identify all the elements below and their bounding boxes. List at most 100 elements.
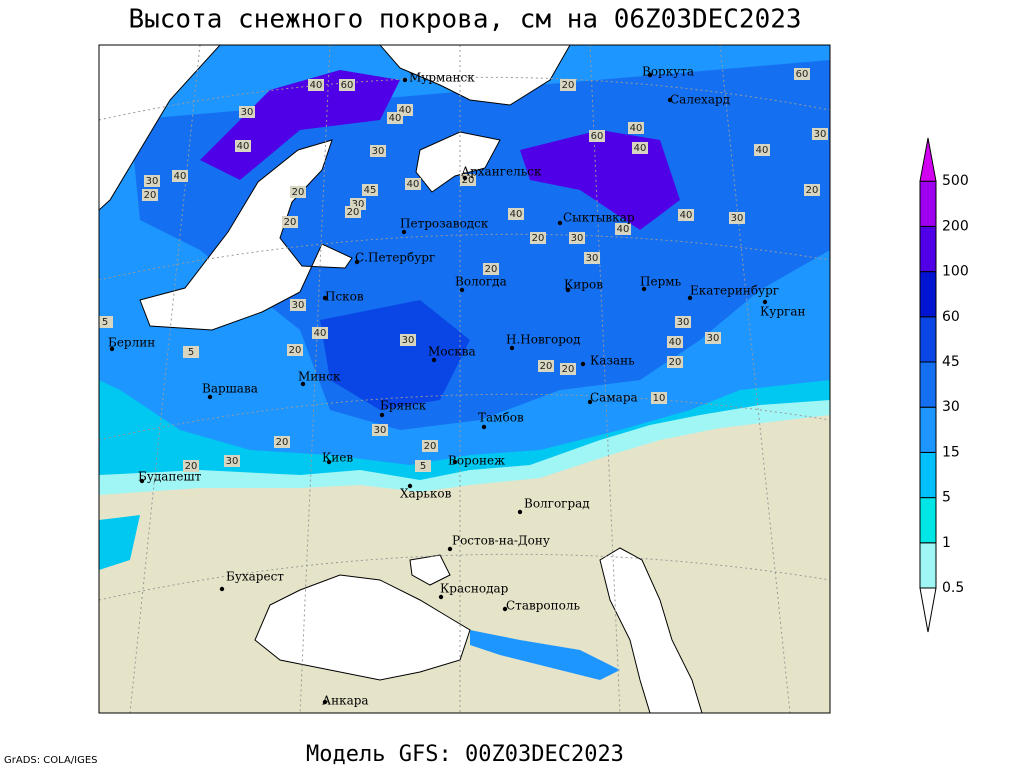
legend-swatch xyxy=(919,542,937,589)
contour-label-box xyxy=(530,232,546,244)
contour-label-box xyxy=(804,184,820,196)
contour-label-box xyxy=(508,208,524,220)
contour-label-box xyxy=(172,170,188,182)
contour-label-box xyxy=(667,336,683,348)
contour-label: 30 xyxy=(374,425,387,436)
contour-label-box xyxy=(339,79,355,91)
contour-label-box xyxy=(290,299,306,311)
snow-very-deep xyxy=(200,70,400,180)
contour-label-box xyxy=(483,263,499,275)
legend-label: 5 xyxy=(942,490,951,506)
contour-label-box xyxy=(274,436,290,448)
contour-label: 40 xyxy=(407,179,420,190)
sea xyxy=(99,45,221,211)
city-dot xyxy=(354,259,360,265)
legend-swatch xyxy=(919,451,937,499)
contour-label-box xyxy=(560,363,576,375)
contour-label-box xyxy=(308,79,324,91)
contour-label: 20 xyxy=(424,441,437,452)
contour-label-box xyxy=(312,327,328,339)
contour-label: 5 xyxy=(102,317,108,328)
city-label: Курган xyxy=(760,305,805,319)
contour-label-box xyxy=(370,145,386,157)
city-label: Н.Новгород xyxy=(506,333,581,347)
contour-label-box xyxy=(372,424,388,436)
contour-label: 20 xyxy=(185,461,198,472)
contour-label-box xyxy=(415,460,431,472)
city-label: Псков xyxy=(325,290,364,304)
contour-label-box xyxy=(678,209,694,221)
contour-label-box xyxy=(615,223,631,235)
contour-label: 40 xyxy=(680,210,693,221)
city-label: Варшава xyxy=(202,382,258,396)
snow-very-deep xyxy=(520,130,680,230)
city-dot xyxy=(462,175,468,181)
contour-label: 20 xyxy=(144,190,157,201)
contour-label: 20 xyxy=(806,185,819,196)
city-label: Самара xyxy=(590,391,638,405)
contour-label-box xyxy=(144,175,160,187)
contour-label: 40 xyxy=(510,209,523,220)
city-dot xyxy=(687,295,693,301)
contour-label-box xyxy=(651,392,667,404)
city-label: Ставрополь xyxy=(506,599,580,613)
contour-label-box xyxy=(729,212,745,224)
city-label: Москва xyxy=(428,345,476,359)
map-frame xyxy=(98,44,831,714)
contour-label: 30 xyxy=(352,199,365,210)
contour-label: 30 xyxy=(292,300,305,311)
city-label: Екатеринбург xyxy=(690,284,779,298)
contour-label: 5 xyxy=(420,461,426,472)
sea xyxy=(599,547,703,713)
contour-label-box xyxy=(584,252,600,264)
contour-label: 60 xyxy=(591,131,604,142)
contour-label: 40 xyxy=(630,123,643,134)
legend-swatch xyxy=(919,497,937,544)
city-dot xyxy=(481,424,487,430)
legend-label: 15 xyxy=(942,444,960,460)
contour-label-box xyxy=(99,316,113,328)
city-dot xyxy=(587,399,593,405)
contour-label: 30 xyxy=(241,107,254,118)
contour-label-box xyxy=(183,460,199,472)
city-label: Воронеж xyxy=(448,454,505,468)
contour-label: 20 xyxy=(562,364,575,375)
city-label: Вологда xyxy=(455,275,507,289)
city-label: Волгоград xyxy=(524,497,590,511)
contour-label-box xyxy=(812,128,828,140)
map-title: Высота снежного покрова, см на 06Z03DEC2… xyxy=(128,5,801,35)
city-label: Сыктывкар xyxy=(563,211,635,225)
contour-label: 40 xyxy=(399,105,412,116)
legend-swatch xyxy=(919,361,937,408)
city-dot xyxy=(447,546,453,552)
contour-label: 5 xyxy=(188,347,194,358)
city-dot xyxy=(667,97,673,103)
city-label: Бухарест xyxy=(226,570,284,584)
contour-label-box xyxy=(290,186,306,198)
city-dot xyxy=(502,606,508,612)
legend-label: 1 xyxy=(942,535,951,551)
city-label: Петрозаводск xyxy=(400,217,489,231)
legend-swatch xyxy=(919,180,937,227)
city-label: С.Петербург xyxy=(355,251,435,265)
legend-low xyxy=(919,587,937,633)
graticule xyxy=(99,45,830,713)
legend-label: 30 xyxy=(942,399,960,415)
contour-label: 40 xyxy=(389,113,402,124)
city-dot xyxy=(109,346,115,352)
city-dot xyxy=(207,394,213,400)
city-label: Минск xyxy=(298,370,341,384)
contour-label: 40 xyxy=(237,141,250,152)
contour-label: 40 xyxy=(669,337,682,348)
city-dot xyxy=(647,72,653,78)
city-dot xyxy=(139,478,145,484)
contour-label-box xyxy=(362,184,378,196)
contour-label: 30 xyxy=(707,333,720,344)
contour-label-box xyxy=(675,316,691,328)
city-label: Архангельск xyxy=(461,165,542,179)
sea xyxy=(379,45,571,106)
contour-label-box xyxy=(239,106,255,118)
contour-label: 20 xyxy=(540,361,553,372)
